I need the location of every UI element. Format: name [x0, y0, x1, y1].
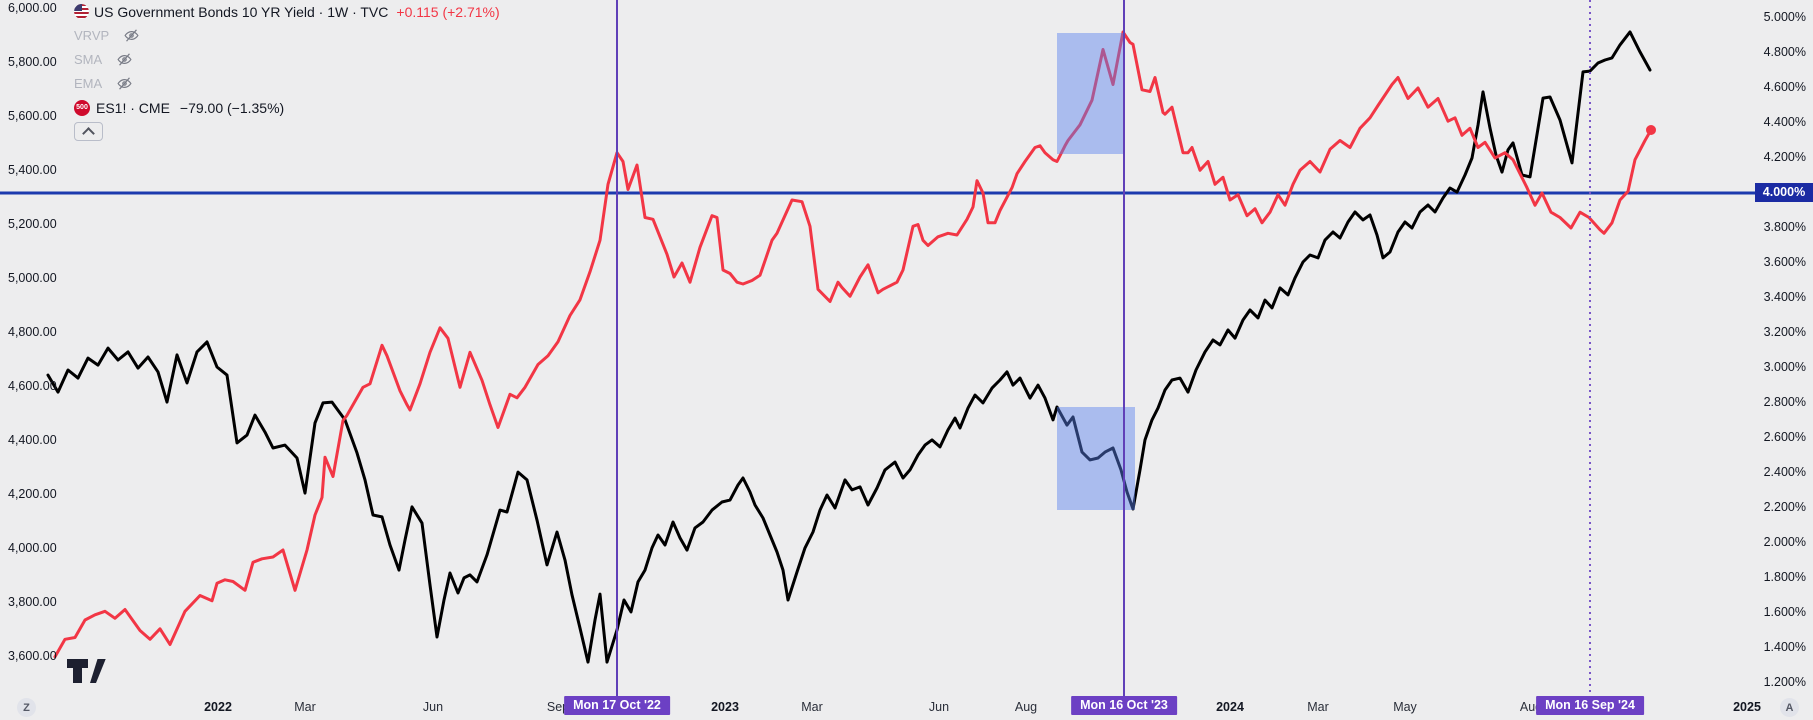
- time-axis-label: Mar: [294, 700, 316, 714]
- time-axis-label: Sep: [546, 700, 570, 714]
- right-axis-label: 1.800%: [1763, 570, 1806, 584]
- indicator-label: SMA: [74, 52, 103, 67]
- right-axis-label: 2.000%: [1763, 535, 1806, 549]
- right-axis-label: 1.400%: [1763, 640, 1806, 654]
- highlight-box[interactable]: [1057, 33, 1123, 154]
- time-axis-label: May: [1393, 700, 1417, 714]
- time-axis-label: Jun: [422, 700, 444, 714]
- es-futures-line[interactable]: [46, 30, 1652, 664]
- corner-chip-z[interactable]: Z: [17, 698, 36, 717]
- time-axis-label: Mar: [1307, 700, 1329, 714]
- event-date-badge[interactable]: Mon 16 Sep '24: [1536, 696, 1644, 715]
- right-axis-label: 4.400%: [1763, 115, 1806, 129]
- time-axis-label: Jun: [928, 700, 950, 714]
- indicator-row-ema[interactable]: EMA: [74, 75, 500, 92]
- left-axis-label: 3,600.00: [8, 649, 57, 663]
- right-axis-label: 1.200%: [1763, 675, 1806, 689]
- time-axis-label: 2022: [204, 700, 232, 714]
- left-axis-label: 3,800.00: [8, 595, 57, 609]
- legend-collapse-button[interactable]: [74, 122, 103, 141]
- indicator-row-vrvp[interactable]: VRVP: [74, 27, 500, 44]
- left-axis-label: 4,800.00: [8, 325, 57, 339]
- last-value-dot: [1646, 125, 1656, 135]
- left-axis-label: 5,400.00: [8, 163, 57, 177]
- right-axis-label: 4.200%: [1763, 150, 1806, 164]
- left-axis-label: 4,600.00: [8, 379, 57, 393]
- right-axis-label: 2.600%: [1763, 430, 1806, 444]
- event-date-badge[interactable]: Mon 17 Oct '22: [564, 696, 670, 715]
- us-flag-icon: [74, 4, 89, 19]
- right-axis-label: 2.400%: [1763, 465, 1806, 479]
- time-axis-label: 2023: [711, 700, 739, 714]
- price-line-label[interactable]: 4.000%: [1755, 183, 1813, 202]
- time-axis-label: 2025: [1733, 700, 1761, 714]
- indicator-row-sma[interactable]: SMA: [74, 51, 500, 68]
- eye-hidden-icon[interactable]: [123, 27, 140, 44]
- secondary-symbol-row[interactable]: 500 ES1! · CME −79.00 (−1.35%): [74, 99, 500, 116]
- right-axis-label: 5.000%: [1763, 10, 1806, 24]
- right-axis-label: 4.600%: [1763, 80, 1806, 94]
- right-axis-label: 4.800%: [1763, 45, 1806, 59]
- right-axis-label: 3.800%: [1763, 220, 1806, 234]
- yield-line[interactable]: [53, 30, 1653, 659]
- main-symbol-change: +0.115 (+2.71%): [396, 3, 500, 20]
- secondary-symbol-change: −79.00 (−1.35%): [179, 99, 285, 116]
- time-axis-label: Aug: [1014, 700, 1038, 714]
- main-symbol-title: US Government Bonds 10 YR Yield · 1W · T…: [94, 3, 389, 20]
- right-axis-label: 3.400%: [1763, 290, 1806, 304]
- right-axis-label: 2.200%: [1763, 500, 1806, 514]
- main-symbol-row[interactable]: US Government Bonds 10 YR Yield · 1W · T…: [74, 3, 500, 20]
- time-axis-label: Mar: [801, 700, 823, 714]
- left-axis-label: 5,000.00: [8, 271, 57, 285]
- tradingview-logo[interactable]: [66, 657, 106, 690]
- eye-hidden-icon[interactable]: [116, 75, 133, 92]
- right-axis-label: 3.000%: [1763, 360, 1806, 374]
- highlight-box[interactable]: [1057, 407, 1135, 510]
- left-axis-label: 4,000.00: [8, 541, 57, 555]
- left-axis-label: 4,400.00: [8, 433, 57, 447]
- right-axis-label: 3.200%: [1763, 325, 1806, 339]
- sp500-icon: 500: [74, 99, 90, 116]
- right-axis-label: 3.600%: [1763, 255, 1806, 269]
- left-axis-label: 6,000.00: [8, 1, 57, 15]
- indicator-label: EMA: [74, 76, 103, 91]
- chevron-up-icon: [82, 126, 95, 140]
- left-axis-label: 5,200.00: [8, 217, 57, 231]
- time-axis-label: 2024: [1216, 700, 1244, 714]
- indicator-label: VRVP: [74, 28, 110, 43]
- right-axis-label: 1.600%: [1763, 605, 1806, 619]
- corner-chip-a[interactable]: A: [1780, 698, 1799, 717]
- legend: US Government Bonds 10 YR Yield · 1W · T…: [74, 3, 500, 123]
- secondary-symbol-title: ES1! · CME: [96, 99, 170, 116]
- left-axis-label: 5,800.00: [8, 55, 57, 69]
- left-axis-label: 4,200.00: [8, 487, 57, 501]
- eye-hidden-icon[interactable]: [116, 51, 133, 68]
- event-date-badge[interactable]: Mon 16 Oct '23: [1071, 696, 1177, 715]
- right-axis-label: 2.800%: [1763, 395, 1806, 409]
- left-axis-label: 5,600.00: [8, 109, 57, 123]
